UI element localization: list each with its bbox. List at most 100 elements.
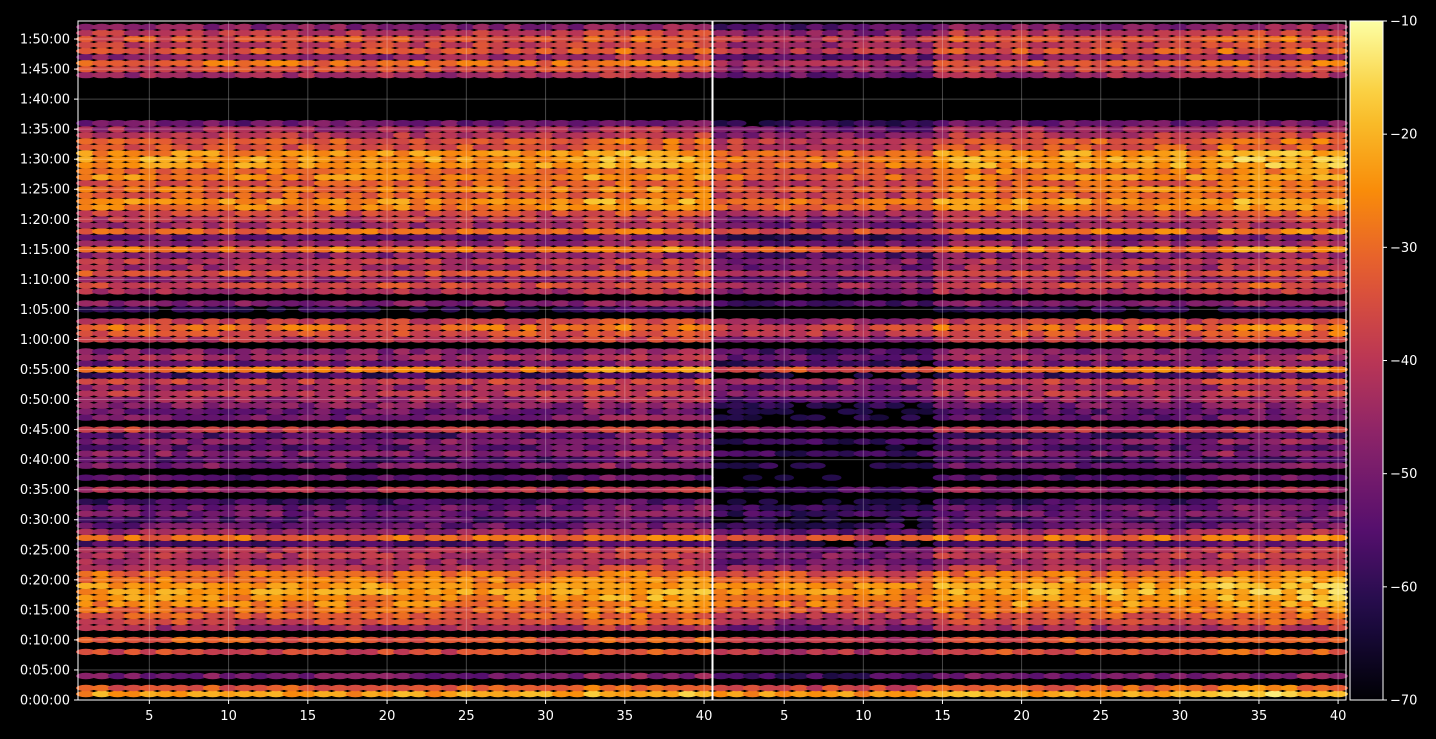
heatmap-cell: [583, 600, 603, 608]
heatmap-cell: [409, 690, 429, 698]
heatmap-cell: [393, 624, 413, 632]
heatmap-cell: [313, 582, 334, 589]
heatmap-cell: [456, 576, 477, 583]
heatmap-cell: [202, 540, 223, 547]
heatmap-cell: [662, 588, 683, 595]
heatmap-cell: [694, 684, 714, 692]
heatmap-cell: [218, 672, 239, 680]
heatmap-cell: [519, 618, 540, 626]
heatmap-cell: [583, 618, 603, 626]
heatmap-cell: [345, 498, 366, 505]
heatmap-cell: [488, 594, 508, 601]
heatmap-cell: [139, 624, 160, 632]
heatmap-cell: [456, 498, 477, 505]
heatmap-cell: [488, 624, 508, 632]
heatmap-cell: [329, 690, 350, 698]
heatmap-cell: [250, 636, 271, 644]
heatmap-cell: [519, 684, 540, 692]
heatmap-cell: [583, 522, 603, 529]
heatmap-cell: [361, 606, 382, 614]
heatmap-cell: [567, 504, 588, 511]
heatmap-cell: [155, 594, 175, 601]
heatmap-cell: [678, 588, 698, 595]
heatmap-cell: [171, 564, 191, 571]
heatmap-cell: [551, 606, 572, 614]
heatmap-cell: [139, 534, 160, 541]
heatmap-cell: [171, 612, 191, 620]
heatmap-cell: [123, 546, 144, 553]
heatmap-cell: [567, 558, 588, 565]
heatmap-cell: [630, 588, 651, 595]
heatmap-cell: [488, 534, 508, 541]
heatmap-cell: [599, 534, 619, 541]
heatmap-cell: [202, 672, 223, 680]
heatmap-cell: [218, 618, 239, 626]
heatmap-panel-2: [711, 23, 1348, 698]
heatmap-cell: [551, 672, 572, 680]
heatmap-cell: [599, 576, 619, 583]
heatmap-cell: [599, 564, 619, 571]
heatmap-cell: [424, 600, 445, 608]
heatmap-cell: [92, 540, 112, 547]
heatmap-cell: [187, 546, 207, 553]
heatmap-cell: [567, 540, 588, 547]
heatmap-cell: [266, 540, 286, 547]
heatmap-cell: [662, 624, 683, 632]
heatmap-cell: [377, 606, 397, 614]
heatmap-cell: [377, 570, 397, 577]
heatmap-cell: [76, 522, 96, 529]
heatmap-cell: [298, 582, 318, 589]
heatmap-cell: [535, 558, 556, 565]
heatmap-cell: [472, 588, 493, 595]
heatmap-cell: [139, 522, 160, 529]
heatmap-cell: [646, 528, 667, 535]
heatmap-cell: [615, 594, 635, 601]
heatmap-cell: [76, 582, 96, 589]
heatmap-cell: [218, 570, 239, 577]
heatmap-cell: [171, 498, 191, 505]
heatmap-cell: [123, 594, 144, 601]
heatmap-cell: [630, 540, 651, 547]
heatmap-cell: [646, 618, 667, 626]
heatmap-cell: [519, 648, 540, 656]
heatmap-cell: [456, 588, 477, 595]
heatmap-cell: [535, 552, 556, 559]
heatmap-cell: [123, 558, 144, 565]
heatmap-cell: [472, 510, 493, 517]
heatmap-cell: [504, 582, 524, 589]
heatmap-cell: [123, 504, 144, 511]
heatmap-cell: [377, 624, 397, 632]
heatmap-cell: [519, 576, 540, 583]
heatmap-cell: [139, 510, 160, 517]
heatmap-cell: [567, 576, 588, 583]
heatmap-cell: [123, 618, 144, 626]
heatmap-cell: [456, 540, 477, 547]
heatmap-cell: [187, 636, 207, 644]
heatmap-cell: [440, 588, 461, 595]
heatmap-cell: [202, 534, 223, 541]
heatmap-cell: [599, 522, 619, 529]
heatmap-cell: [630, 546, 651, 553]
heatmap-cell: [218, 516, 239, 523]
heatmap-cell: [345, 618, 366, 626]
heatmap-cell: [488, 582, 508, 589]
heatmap-cell: [250, 510, 271, 517]
heatmap-cell: [298, 624, 318, 632]
heatmap-cell: [329, 522, 350, 529]
heatmap-cell: [440, 510, 461, 517]
heatmap-cell: [535, 600, 556, 608]
heatmap-cell: [646, 648, 667, 656]
heatmap-cell: [535, 510, 556, 517]
heatmap-cell: [329, 582, 350, 589]
heatmap-cell: [519, 558, 540, 565]
heatmap-cell: [123, 582, 144, 589]
heatmap-cell: [646, 594, 667, 601]
heatmap-cell: [551, 540, 572, 547]
heatmap-cell: [139, 600, 160, 608]
heatmap-cell: [202, 522, 223, 529]
heatmap-cell: [250, 570, 271, 577]
heatmap-cell: [440, 672, 461, 680]
heatmap-cell: [504, 606, 524, 614]
heatmap-cell: [424, 612, 445, 620]
heatmap-cell: [139, 588, 160, 595]
